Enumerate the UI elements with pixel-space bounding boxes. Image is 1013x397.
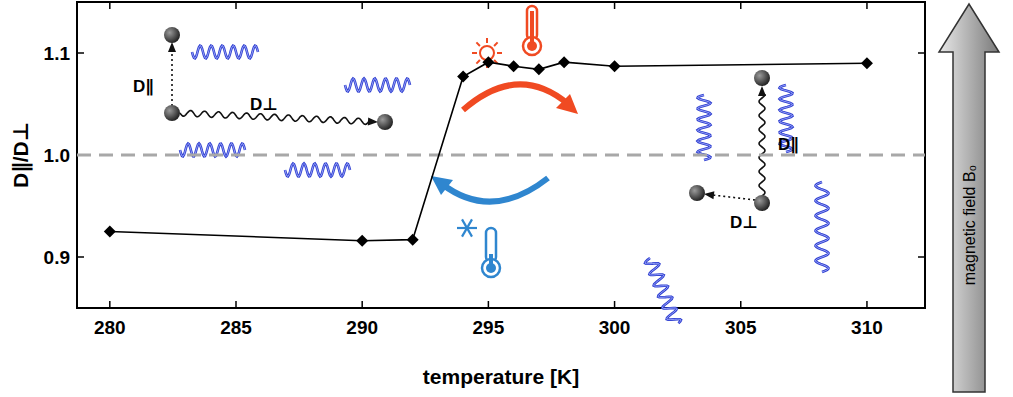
arrow-head	[758, 86, 766, 96]
data-point	[533, 63, 545, 75]
particle	[377, 114, 393, 130]
particle	[754, 70, 770, 86]
y-tick-label: 0.9	[44, 247, 70, 268]
sun-ray	[494, 42, 498, 46]
x-tick-label: 310	[851, 317, 883, 338]
x-tick	[488, 2, 490, 9]
data-point	[508, 60, 520, 72]
field-arrow	[939, 4, 999, 392]
sun-ray	[486, 38, 488, 43]
particle	[164, 105, 180, 121]
spring	[698, 95, 711, 160]
arrow-head	[368, 118, 378, 126]
annotation: D⊥	[250, 95, 278, 114]
x-tick-label: 305	[725, 317, 757, 338]
x-tick-label: 300	[599, 317, 631, 338]
heating-arrow	[463, 84, 568, 110]
data-point	[861, 57, 873, 69]
data-line	[110, 62, 867, 241]
snowflake-icon	[462, 219, 472, 236]
y-tick	[918, 52, 925, 54]
x-tick	[614, 301, 616, 308]
data-point	[407, 234, 419, 246]
x-tick-label: 295	[473, 317, 505, 338]
particle	[689, 185, 705, 201]
arrow-head	[704, 191, 714, 199]
spring	[285, 164, 350, 177]
spring-highlight	[192, 46, 258, 59]
spring-highlight	[345, 79, 410, 92]
x-tick	[488, 301, 490, 308]
reference-line	[77, 154, 925, 157]
x-tick	[109, 301, 111, 308]
data-point	[104, 226, 116, 238]
x-tick	[614, 2, 616, 9]
spring	[192, 46, 258, 59]
data-point	[558, 56, 570, 68]
x-tick	[866, 301, 868, 308]
chart: 280 285 290 295 300 305 310 0.9 1.0 1.1 temperatur…	[0, 0, 1013, 397]
x-tick	[361, 301, 363, 308]
y-tick	[77, 256, 84, 258]
x-tick	[866, 2, 868, 9]
spring	[816, 182, 829, 272]
y-tick	[77, 52, 84, 54]
diffusion-arrow	[712, 195, 755, 200]
annotation: D⊥	[730, 213, 758, 232]
data-point	[609, 60, 621, 72]
arrow-head	[556, 94, 578, 114]
x-tick-label: 280	[94, 317, 126, 338]
x-tick	[740, 301, 742, 308]
y-tick-label: 1.0	[44, 145, 70, 166]
sun-ray	[472, 52, 477, 54]
x-tick	[235, 2, 237, 9]
data-point	[356, 235, 368, 247]
particle	[164, 27, 180, 43]
spring-highlight	[816, 182, 829, 272]
snowflake-icon	[462, 219, 472, 236]
y-axis-label: D∥/D⊥	[9, 122, 33, 188]
x-tick-label: 285	[220, 317, 252, 338]
arrow-head	[431, 176, 453, 195]
sun-ray	[497, 52, 502, 54]
spring	[645, 258, 681, 323]
particle	[754, 195, 770, 211]
sun-ray	[476, 60, 480, 64]
x-tick	[109, 2, 111, 9]
x-tick	[235, 301, 237, 308]
diffusion-arrow	[759, 94, 765, 196]
spring-highlight	[645, 258, 681, 323]
y-tick-label: 1.1	[44, 43, 71, 64]
annotation: D∥	[778, 135, 799, 154]
spring	[345, 79, 410, 92]
y-tick	[918, 256, 925, 258]
x-tick	[740, 2, 742, 9]
spring-highlight	[285, 164, 350, 177]
thermometer-fill	[489, 254, 493, 267]
data-point	[482, 56, 494, 68]
cooling-arrow	[442, 178, 548, 202]
diffusion-arrow	[171, 50, 173, 106]
annotation: magnetic field B₀	[961, 165, 978, 285]
data-point	[457, 70, 469, 82]
spring-highlight	[698, 95, 711, 160]
thermometer-fill	[530, 11, 534, 45]
x-axis-label: temperature [K]	[423, 365, 579, 388]
plot-frame	[77, 2, 925, 308]
arrow-head	[168, 42, 176, 52]
annotation: D∥	[133, 77, 154, 96]
x-tick	[361, 2, 363, 9]
data-group	[104, 56, 873, 247]
sun-ray	[476, 42, 480, 46]
x-tick-label: 290	[346, 317, 378, 338]
